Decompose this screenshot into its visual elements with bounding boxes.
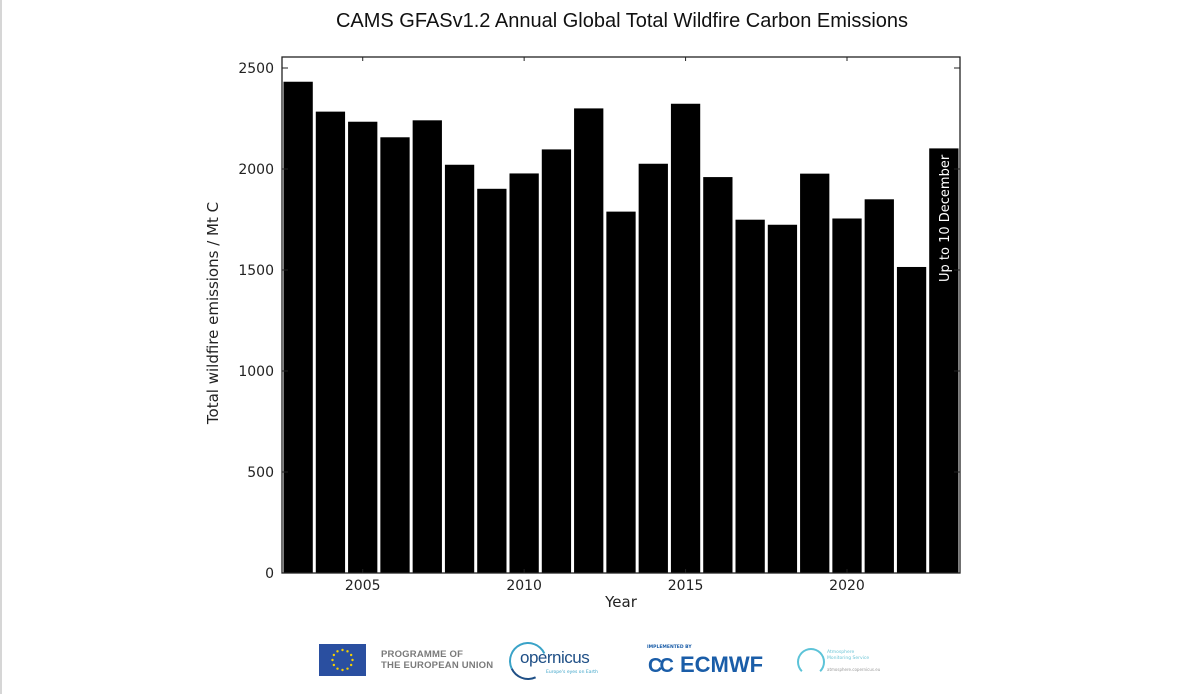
- eu-star: [349, 663, 353, 667]
- bar-2017: [735, 219, 765, 573]
- bar-2014: [638, 163, 668, 574]
- eu-star: [332, 663, 336, 667]
- y-tick-label: 500: [247, 465, 274, 481]
- bar-2015: [670, 103, 701, 573]
- bar-2022: [896, 266, 927, 573]
- eu-star: [336, 650, 339, 653]
- bar-2003: [283, 81, 313, 574]
- bar-2023: [929, 148, 959, 573]
- page-edge: [0, 0, 2, 694]
- bar-2011: [541, 149, 572, 573]
- bar-2006: [380, 137, 410, 573]
- y-tick-label: 2000: [238, 162, 274, 178]
- bar-2020: [832, 218, 862, 574]
- x-tick-label: 2010: [506, 578, 542, 594]
- eu-star: [351, 658, 354, 662]
- eu-star: [346, 667, 349, 670]
- ecmwf-wordmark: ECMWF: [680, 652, 764, 677]
- atmosphere-service-text: Atmosphere Monitoring Service: [827, 650, 869, 662]
- bar-2012: [574, 108, 604, 574]
- plot-frame: [281, 56, 961, 574]
- annotations: Up to 10 December: [938, 154, 953, 282]
- y-tick-label: 0: [265, 566, 274, 582]
- x-tick-label: 2020: [829, 578, 865, 594]
- bar-2013: [606, 211, 636, 573]
- bar-2018: [767, 224, 798, 573]
- bar-2005: [348, 121, 378, 574]
- eu-star: [331, 658, 334, 662]
- bar-2016: [703, 177, 733, 573]
- eu-star: [332, 653, 336, 657]
- y-axis-label: Total wildfire emissions / Mt C: [204, 201, 222, 425]
- bar-chart: 0 500 1000 1500 2000 2500 2005 2010 2015 2020 Ye…: [238, 56, 961, 611]
- x-axis-ticks: 2005 2010 2015 2020: [345, 57, 865, 594]
- implemented-by-label: IMPLEMENTED BY: [647, 645, 692, 650]
- chart-title: CAMS GFASv1.2 Annual Global Total Wildfi…: [335, 10, 909, 32]
- x-tick-label: 2005: [345, 578, 381, 594]
- eu-star: [349, 653, 353, 657]
- atmosphere-service-url: atmosphere.copernicus.eu: [827, 667, 881, 672]
- x-tick-label: 2015: [668, 578, 704, 594]
- y-tick-label: 1500: [238, 263, 274, 279]
- ams-line-1: Atmosphere: [827, 650, 855, 655]
- eu-line-2: THE EUROPEAN UNION: [381, 660, 494, 671]
- bars-group: [283, 81, 959, 574]
- bar-2019: [800, 173, 830, 573]
- bar-annotation: Up to 10 December: [938, 154, 953, 282]
- eu-star: [341, 648, 344, 652]
- bar-2007: [412, 120, 442, 574]
- ams-line-2: Monitoring Service: [827, 656, 870, 661]
- eu-programme-text: PROGRAMME OF THE EUROPEAN UNION: [381, 649, 493, 671]
- eu-flag-icon: [319, 644, 366, 676]
- y-axis-ticks: 0 500 1000 1500 2000 2500: [238, 61, 960, 582]
- x-axis-label: Year: [604, 593, 638, 611]
- eu-star: [341, 668, 344, 672]
- eu-line-1: PROGRAMME OF: [381, 649, 464, 660]
- copernicus-tagline: Europe's eyes on Earth: [546, 670, 598, 675]
- bar-2010: [509, 173, 539, 573]
- bar-2004: [315, 111, 346, 574]
- bar-2021: [864, 199, 894, 574]
- plot-border: [281, 56, 961, 574]
- footer-logos: PROGRAMME OF THE EUROPEAN UNION opernicu…: [0, 630, 1200, 690]
- eu-star: [336, 667, 339, 670]
- atmosphere-service-icon: [797, 648, 825, 676]
- eu-star: [346, 650, 349, 653]
- bar-2009: [477, 188, 507, 573]
- y-tick-label: 2500: [238, 61, 274, 77]
- y-tick-label: 1000: [238, 364, 274, 380]
- ecmwf-logo-icon: CC: [648, 655, 674, 677]
- bar-2008: [444, 164, 475, 573]
- copernicus-wordmark: opernicus: [520, 648, 590, 667]
